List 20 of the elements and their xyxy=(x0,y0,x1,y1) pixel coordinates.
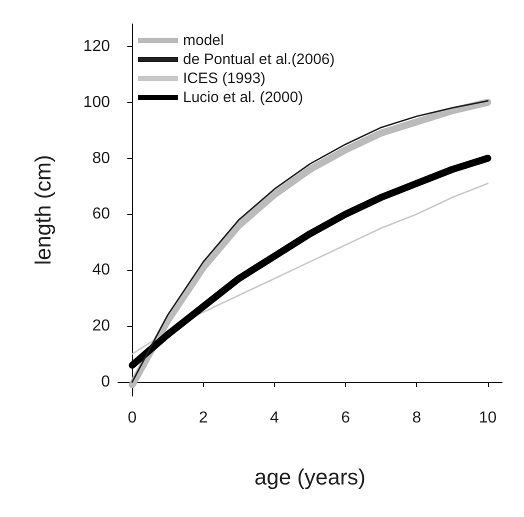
x-tick-label: 10 xyxy=(478,410,497,426)
y-tick-label: 120 xyxy=(83,38,110,55)
y-tick-label: 80 xyxy=(92,150,110,167)
y-axis-title: length (cm) xyxy=(30,154,56,266)
line-series xyxy=(131,182,489,355)
x-tick-label: 2 xyxy=(198,410,208,426)
y-tick-label: 40 xyxy=(92,262,110,279)
x-tick-label: 6 xyxy=(341,410,350,426)
x-axis-title: age (years) xyxy=(254,464,366,490)
y-tick-label: 20 xyxy=(92,318,110,335)
y-tick-label: 60 xyxy=(92,206,110,223)
legend-label: model xyxy=(183,32,224,49)
legend-label: de Pontual et al.(2006) xyxy=(183,51,335,68)
legend-label: ICES (1993) xyxy=(183,70,266,87)
x-tick-label: 4 xyxy=(270,410,279,426)
x-tick-label: 0 xyxy=(128,410,137,426)
y-tick-label: 0 xyxy=(101,374,110,391)
legend-label: Lucio et al. (2000) xyxy=(183,89,304,106)
y-tick-label: 100 xyxy=(83,94,110,111)
x-tick-label: 8 xyxy=(412,410,422,426)
